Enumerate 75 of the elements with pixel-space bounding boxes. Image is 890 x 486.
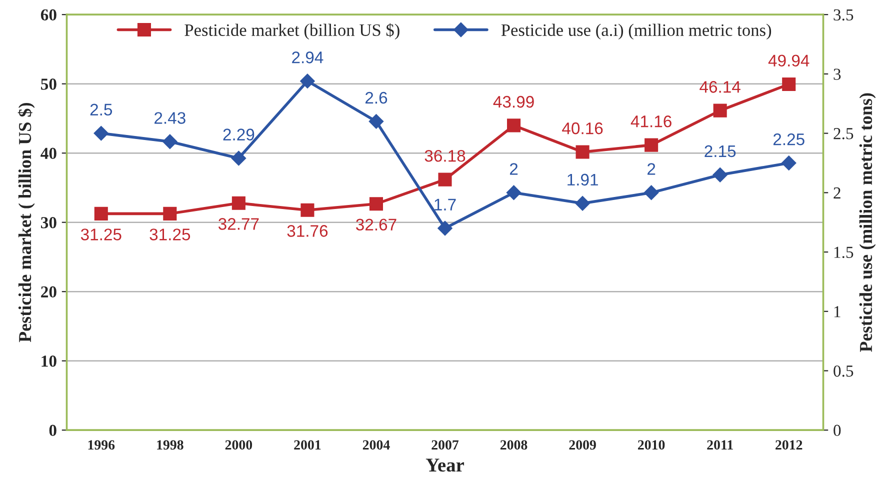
y-tick-label: 0 (49, 424, 56, 436)
data-label: 32.77 (218, 218, 259, 230)
x-tick-label: 2012 (776, 440, 802, 450)
x-tick-label: 1996 (88, 440, 115, 450)
data-label: 32.67 (356, 218, 396, 231)
data-label: 2.25 (773, 133, 804, 146)
point (506, 185, 522, 200)
data-label: 41.16 (630, 116, 672, 128)
y-tick-label: 60 (40, 9, 56, 21)
point (368, 114, 384, 129)
y-tick-label: 40 (40, 148, 56, 160)
x-tick-label: 2008 (500, 440, 528, 450)
point (575, 196, 590, 211)
data-label: 31.25 (80, 228, 122, 240)
data-label: 31.76 (287, 225, 328, 237)
x-tick-label: 2011 (707, 440, 733, 450)
data-label: 2 (648, 163, 656, 175)
legend-label: Pesticide market (billion US $) (184, 23, 400, 40)
data-label: 2.29 (223, 128, 254, 140)
data-label: 40.16 (562, 122, 603, 134)
y-tick-label: 30 (40, 217, 56, 228)
point (94, 206, 108, 220)
y-axis-title: Pesticide market ( billion US $) (18, 103, 35, 342)
point (713, 104, 727, 118)
y2-axis-title: Pesticide use (million metric tons) (859, 93, 876, 352)
data-label: 2.6 (365, 92, 388, 104)
y-tick-label: 10 (42, 356, 56, 367)
x-tick-label: 2007 (432, 440, 459, 450)
data-label: 46.14 (700, 81, 740, 93)
point (507, 118, 521, 132)
point (576, 145, 590, 159)
y-tick-label: 20 (41, 286, 56, 298)
point (162, 134, 178, 150)
x-tick-label: 2000 (225, 440, 252, 450)
y2-tick-label: 3.5 (834, 9, 854, 21)
data-label: 1.91 (568, 174, 598, 186)
x-tick-label: 2001 (294, 440, 321, 450)
data-label: 36.18 (424, 150, 466, 162)
data-label: 43.99 (493, 96, 534, 108)
data-label: 2.15 (704, 145, 736, 158)
y2-tick-label: 2 (834, 187, 840, 198)
x-axis-title: Year (426, 458, 464, 472)
point (712, 167, 728, 182)
point (781, 156, 796, 170)
y-tick-label: 50 (41, 78, 56, 90)
point (782, 77, 796, 92)
y2-tick-label: 0.5 (834, 365, 854, 377)
point (231, 150, 246, 166)
point (369, 197, 383, 211)
point (438, 220, 452, 236)
legend-label: Pesticide use (a.i) (million metric tons) (501, 24, 772, 40)
point (644, 138, 658, 152)
y2-tick-label: 2.5 (834, 128, 854, 140)
y2-tick-label: 1 (834, 306, 840, 318)
data-label: 2.5 (90, 104, 112, 116)
point (300, 74, 315, 88)
data-label: 2.94 (292, 52, 324, 64)
point (163, 206, 177, 220)
data-label: 2.43 (154, 112, 186, 124)
y2-tick-label: 3 (834, 68, 841, 80)
x-tick-label: 2004 (362, 440, 390, 450)
x-tick-label: 2009 (569, 440, 596, 450)
x-tick-label: 1998 (157, 440, 184, 450)
data-label: 49.94 (768, 54, 810, 66)
data-label: 31.25 (150, 228, 190, 240)
y2-tick-label: 1.5 (834, 246, 854, 258)
point (94, 126, 109, 141)
point (300, 203, 314, 217)
point (438, 172, 452, 186)
data-label: 2 (510, 163, 518, 175)
point (232, 196, 246, 210)
x-tick-label: 2010 (638, 440, 665, 450)
data-label: 1.7 (434, 198, 456, 210)
point (644, 185, 659, 200)
y2-tick-label: 0 (834, 424, 841, 436)
